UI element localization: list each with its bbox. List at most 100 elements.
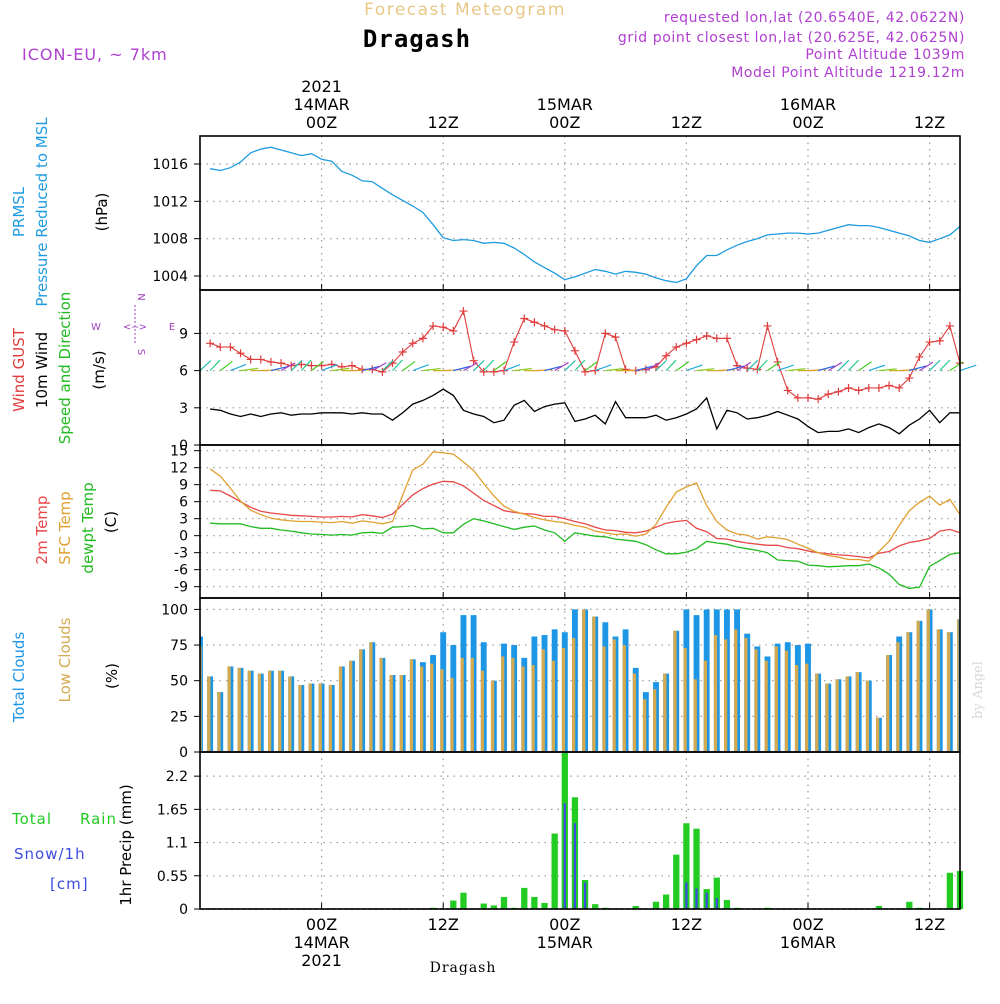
top-time-label: 12Z <box>914 113 945 132</box>
low-cloud-bar <box>663 674 666 752</box>
low-cloud-bar <box>653 689 656 752</box>
bottom-time-label: 00Z <box>306 915 337 934</box>
clouds-units: (%) <box>103 663 121 689</box>
low-cloud-bar <box>592 617 595 752</box>
low-cloud-bar <box>572 638 575 752</box>
snow-bar <box>706 893 708 909</box>
rain-bar <box>663 895 669 909</box>
ytick-label: 2.2 <box>166 769 188 785</box>
low-cloud-bar <box>886 655 889 752</box>
gust-point <box>784 386 792 394</box>
low-cloud-bar <box>906 632 909 752</box>
low-cloud-bar <box>602 646 605 752</box>
gust-point <box>865 384 873 392</box>
gust-line <box>210 311 960 399</box>
ytick-label: 3 <box>179 512 188 528</box>
low-cloud-bar <box>552 661 555 752</box>
gust-point <box>814 395 822 403</box>
ytick-label: 75 <box>170 638 188 654</box>
top-date-label: 15MAR <box>537 95 593 114</box>
top-time-label: 12Z <box>671 113 702 132</box>
bottom-date-label: 16MAR <box>780 933 836 952</box>
low-cloud-bar <box>744 638 747 752</box>
low-cloud-bar <box>379 658 382 752</box>
wind-arrow <box>210 360 220 371</box>
low-cloud-bar <box>531 665 534 752</box>
wind-arrow <box>200 361 211 371</box>
pressure-label-1: PRMSL <box>10 186 28 237</box>
low-cloud-bar <box>339 666 342 752</box>
ytick-label: 100 <box>161 602 188 618</box>
gust-point <box>459 307 467 315</box>
low-cloud-bar <box>420 666 423 752</box>
low-cloud-bar <box>207 676 210 752</box>
low-cloud-bar <box>440 669 443 752</box>
gust-point <box>439 323 447 331</box>
low-cloud-bar <box>268 671 271 752</box>
clouds-low-label: Low Clouds <box>56 617 74 702</box>
ytick-label: -3 <box>174 546 188 562</box>
rain-bar <box>460 893 466 909</box>
gust-point <box>216 343 224 351</box>
rain-bar <box>521 888 527 909</box>
low-cloud-bar <box>734 629 737 752</box>
location-title: Dragash <box>363 25 471 53</box>
snow-bar <box>584 882 586 909</box>
precip-snow-label: Snow/1h <box>14 845 86 863</box>
panel-precip: 00.551.11.652.2 <box>157 752 960 918</box>
precip-units: 1hr Precip (mm) <box>117 784 135 905</box>
gust-point <box>834 388 842 396</box>
low-cloud-bar <box>450 678 453 752</box>
point-altitude: Point Altitude 1039m <box>805 47 965 63</box>
panel-frame <box>200 136 960 290</box>
low-cloud-bar <box>775 646 778 752</box>
grid-coords: grid point closest lon,lat (20.625E, 42.… <box>618 30 965 46</box>
rain-bar <box>501 897 507 909</box>
low-cloud-bar <box>390 675 393 752</box>
low-cloud-bar <box>633 674 636 752</box>
ytick-label: 12 <box>170 461 188 477</box>
low-cloud-bar <box>805 664 808 752</box>
low-cloud-bar <box>947 632 950 752</box>
precip-rain-label: Rain <box>80 810 117 828</box>
gust-point <box>237 349 245 357</box>
gust-point <box>541 322 549 330</box>
gust-point <box>601 329 609 337</box>
low-cloud-bar <box>329 685 332 752</box>
ytick-label: 9 <box>179 326 188 342</box>
low-cloud-bar <box>724 639 727 752</box>
ytick-label: 3 <box>179 401 188 417</box>
gust-point <box>794 394 802 402</box>
low-cloud-bar <box>714 635 717 752</box>
low-cloud-bar <box>866 681 869 752</box>
ytick-label: 1.65 <box>157 802 188 818</box>
model-label: ICON-EU, ~ 7km <box>22 45 168 64</box>
gust-point <box>510 338 518 346</box>
gust-point <box>622 365 630 373</box>
low-cloud-bar <box>471 658 474 752</box>
low-cloud-bar <box>876 718 879 752</box>
wind-arrow <box>565 360 576 370</box>
ytick-label: 15 <box>170 444 188 460</box>
low-cloud-bar <box>349 661 352 752</box>
top-time-label: 00Z <box>306 113 337 132</box>
rain-bar <box>531 897 537 909</box>
rain-bar <box>947 873 953 909</box>
snow-bar <box>564 803 566 909</box>
gust-point <box>611 333 619 341</box>
gust-point <box>855 386 863 394</box>
low-cloud-bar <box>643 699 646 752</box>
temp-dewpt-line <box>210 519 960 589</box>
precip-cm-label: [cm] <box>50 875 89 893</box>
low-cloud-bar <box>582 609 585 752</box>
bottom-time-label: 00Z <box>549 915 580 934</box>
snow-bar <box>574 823 576 909</box>
snow-bar <box>685 882 687 909</box>
low-cloud-bar <box>613 639 616 752</box>
low-cloud-bar <box>227 666 230 752</box>
ytick-label: -6 <box>174 563 188 579</box>
chart-title: Forecast Meteogram <box>364 0 566 20</box>
temp-2m-label: 2m Temp <box>33 496 51 565</box>
bottom-time-label: 12Z <box>671 915 702 934</box>
low-cloud-bar <box>369 642 372 752</box>
